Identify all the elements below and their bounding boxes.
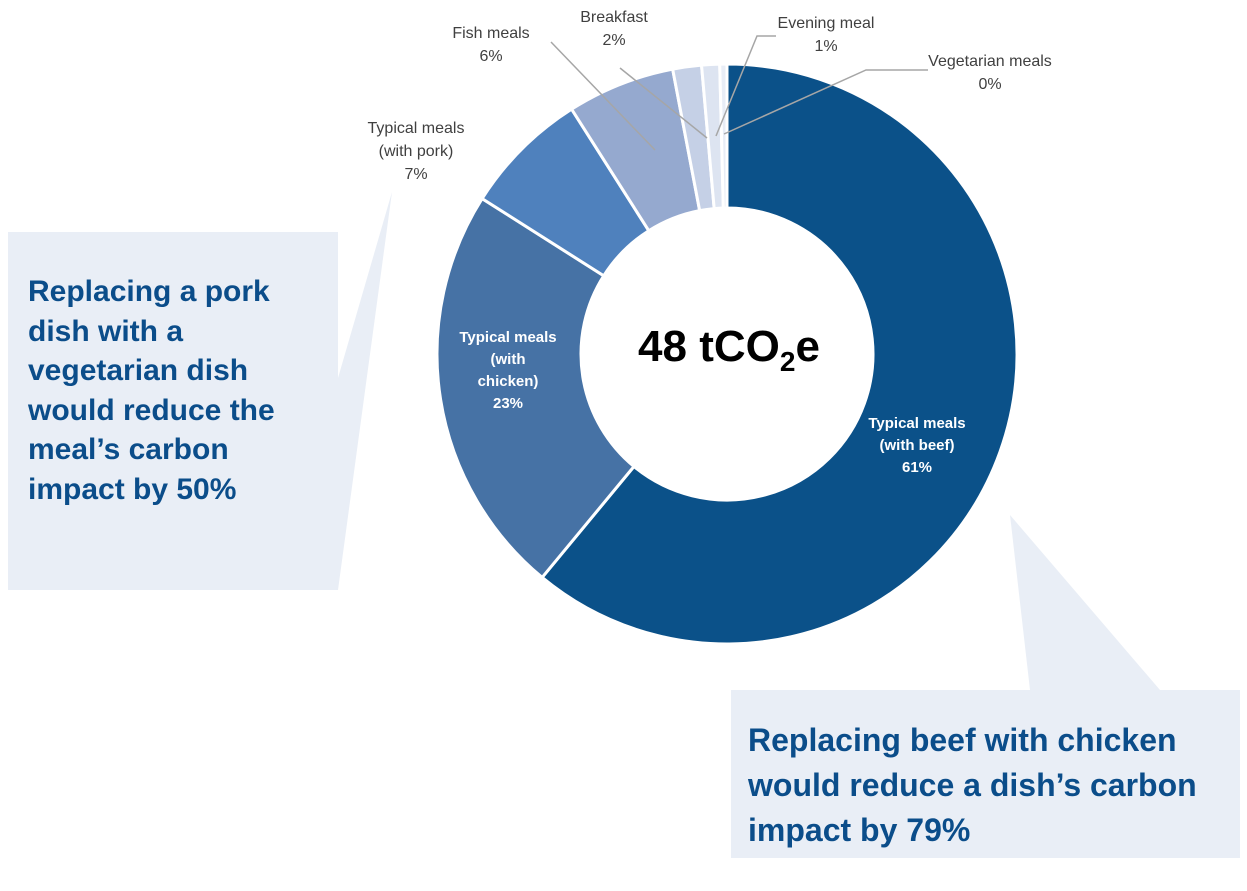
callout-pork-bubble — [8, 192, 392, 590]
callout-line: vegetarian dish — [28, 354, 249, 387]
donut-slice-6 — [718, 62, 729, 210]
donut-slice-0 — [540, 62, 1019, 646]
slice-label-6: Vegetarian meals 0% — [928, 53, 1052, 93]
slice-label-1: Typical meals (with chicken) 23% — [459, 329, 556, 412]
callout-line: meal’s carbon — [28, 433, 229, 466]
callout-line: Replacing a pork — [28, 275, 270, 308]
leader-line-4 — [619, 67, 708, 139]
donut-slice-1 — [435, 196, 637, 580]
callout-line: Replacing beef with chicken — [748, 722, 1177, 758]
slice-label-4: Breakfast 2% — [580, 9, 648, 49]
callout-line: impact by 50% — [28, 472, 237, 506]
callout-line: dish with a — [28, 314, 184, 348]
callout-line: would reduce a dish’s carbon — [748, 767, 1197, 803]
donut-center-total: 48 tCO2e — [638, 322, 820, 377]
callout-line: impact by 79% — [748, 812, 971, 848]
callout-beef-text: Replacing beef with chicken would reduce … — [748, 718, 1218, 853]
leader-line-6 — [723, 69, 928, 135]
callout-line: would reduce the — [28, 393, 275, 427]
slice-label-3: Fish meals 6% — [452, 25, 529, 65]
slice-label-5: Evening meal 1% — [778, 15, 875, 55]
callout-pork-text: Replacing a pork dish with a vegetarian di… — [28, 272, 328, 509]
slice-label-0: Typical meals (with beef) 61% — [868, 415, 965, 476]
callout-beef-bubble — [731, 515, 1240, 858]
leader-line-5 — [715, 35, 776, 137]
slice-label-2: Typical meals (with pork) 7% — [368, 120, 465, 183]
leader-line-3 — [550, 41, 656, 151]
